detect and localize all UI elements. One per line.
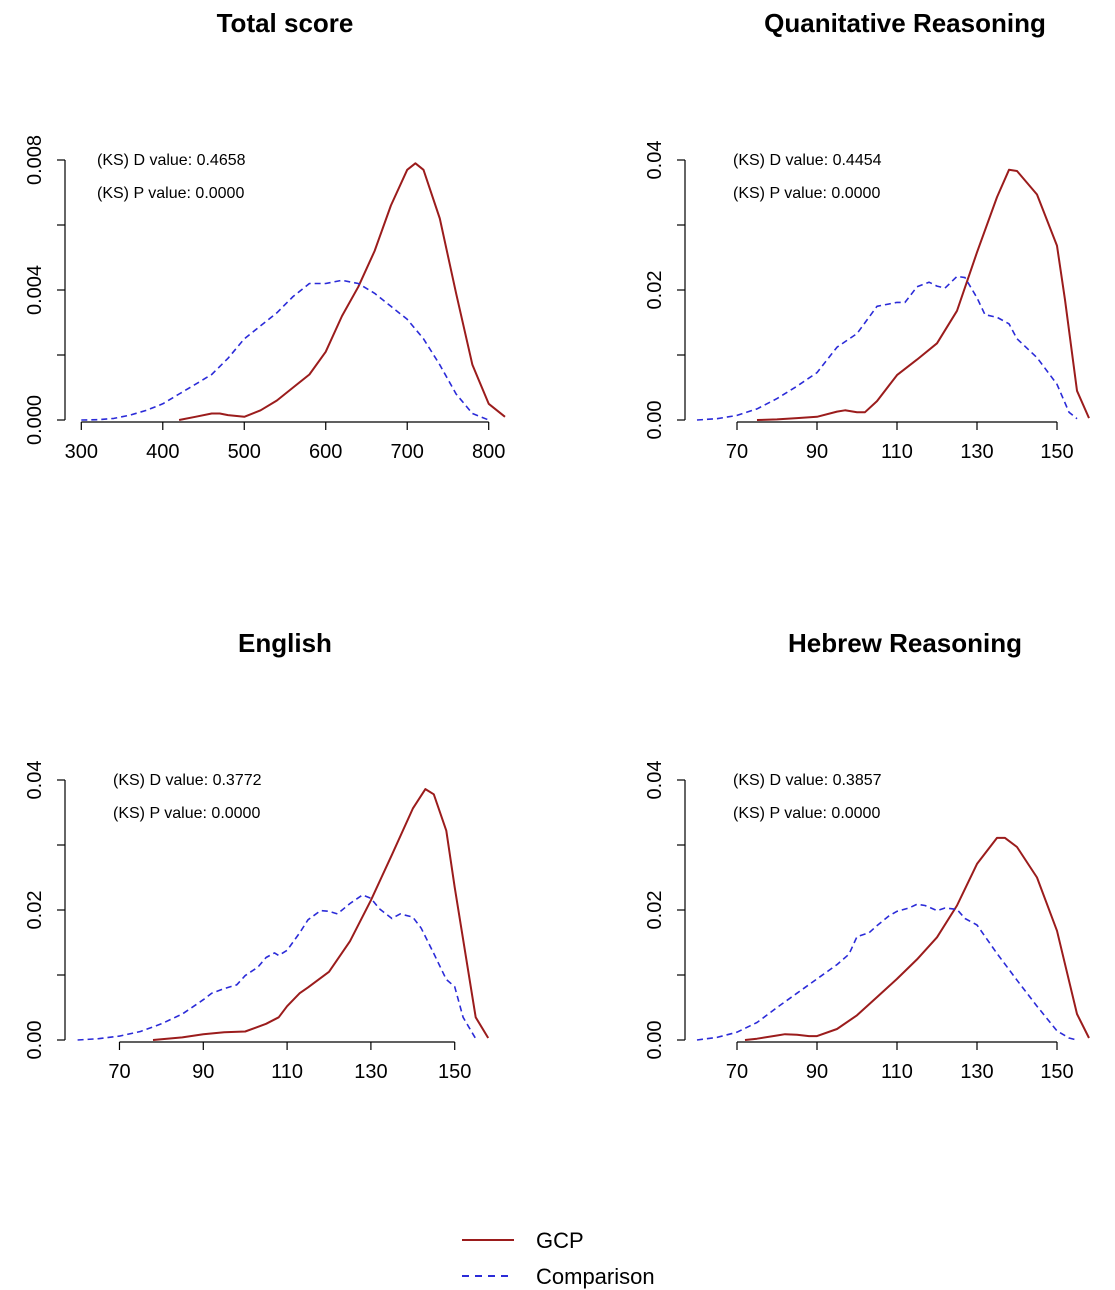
ks-p-value: (KS) P value: 0.0000 [97,185,244,202]
comparison-density-line [81,279,489,421]
y-tick-label: 0.04 [644,761,666,800]
ks-p-value: (KS) P value: 0.0000 [733,185,880,202]
ks-d-value: (KS) D value: 0.4658 [97,152,246,169]
ks-p-value: (KS) P value: 0.0000 [733,805,880,822]
gcp-density-line [152,788,490,1041]
comparison-density-line [77,894,477,1041]
ks-p-value: (KS) P value: 0.0000 [113,805,260,822]
gcp-density-line [178,162,506,421]
x-tick-label: 110 [881,1061,913,1083]
y-tick-label: 0.004 [24,265,46,315]
x-tick-label: 90 [192,1061,214,1083]
comparison-density-line [696,275,1078,421]
x-tick-label: 130 [960,441,993,463]
x-tick-label: 150 [438,1061,471,1083]
x-tick-label: 150 [1040,441,1073,463]
y-tick-label: 0.000 [24,395,46,445]
gcp-density-line [756,168,1090,421]
legend-label-gcp: GCP [536,1228,584,1253]
chart-panel-2: Quanitative Reasoning 70 90 110 130 150 0.00 0.… [644,8,1090,463]
x-tick-label: 130 [354,1061,387,1083]
y-tick-label: 0.02 [24,891,46,930]
y-tick-label: 0.00 [644,1021,666,1060]
x-tick-label: 130 [960,1061,993,1083]
gcp-density-line [744,836,1090,1041]
x-tick-label: 800 [472,441,505,463]
chart-title: Hebrew Reasoning [788,628,1022,658]
y-tick-label: 0.02 [644,891,666,930]
y-tick-label: 0.04 [24,761,46,800]
y-tick-label: 0.02 [644,271,666,310]
x-tick-label: 400 [146,441,179,463]
x-tick-label: 300 [65,441,98,463]
chart-panel-1: Total score 300 400 500 600 700 800 0.000 0.004 0… [24,8,506,463]
x-tick-label: 110 [881,441,913,463]
legend-label-comparison: Comparison [536,1264,655,1289]
ks-d-value: (KS) D value: 0.3857 [733,772,882,789]
x-tick-label: 70 [726,441,748,463]
chart-panel-4: Hebrew Reasoning 70 90 110 130 150 0.00 0.02 0.0… [644,628,1090,1083]
chart-panel-3: English 70 90 110 130 150 0.00 0.02 0.04 (KS) D v… [24,628,490,1083]
y-tick-label: 0.008 [24,135,46,185]
x-tick-label: 150 [1040,1061,1073,1083]
x-tick-label: 500 [228,441,261,463]
ks-d-value: (KS) D value: 0.3772 [113,772,262,789]
x-tick-label: 600 [309,441,342,463]
x-tick-label: 90 [806,441,828,463]
chart-title: Total score [217,8,354,38]
x-tick-label: 70 [108,1061,130,1083]
y-tick-label: 0.00 [24,1021,46,1060]
x-tick-label: 700 [391,441,424,463]
comparison-density-line [696,903,1078,1041]
chart-title: English [238,628,332,658]
chart-title: Quanitative Reasoning [764,8,1046,38]
x-tick-label: 90 [806,1061,828,1083]
y-tick-label: 0.00 [644,401,666,440]
y-tick-label: 0.04 [644,141,666,180]
ks-d-value: (KS) D value: 0.4454 [733,152,882,169]
legend: GCP Comparison [462,1228,655,1289]
x-tick-label: 70 [726,1061,748,1083]
x-tick-label: 110 [271,1061,303,1083]
